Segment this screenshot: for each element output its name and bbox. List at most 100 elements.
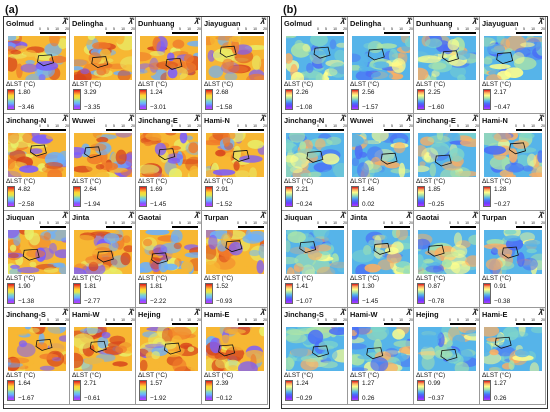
pv-plant-boundary [299,241,317,254]
scale-bar-line [384,129,410,131]
map-patch [231,38,240,55]
map-patch [484,57,493,65]
legend-min-value: −1.07 [296,298,313,305]
legend-max-value: 0.87 [428,283,441,290]
map-patch [520,42,535,48]
scale-tick: 0 [39,318,41,322]
map-patch [302,43,311,52]
map-patch [238,266,258,274]
map-patch [452,334,466,347]
map-frame [206,230,264,274]
legend-title: ΔLST (°C) [482,81,512,88]
legend-title: ΔLST (°C) [138,178,168,185]
map-patch [140,359,148,371]
north-letter: N [541,308,545,312]
scale-bar: 0 5 10 20 [39,124,69,131]
map-patch [54,249,66,259]
legend-title: ΔLST (°C) [284,372,314,379]
map-patch [364,263,381,273]
lst-map [484,36,542,80]
site-name: Jiayuguan [204,19,241,28]
map-frame [206,133,264,177]
lst-map [352,230,410,274]
north-letter: N [475,17,479,21]
map-patch [103,233,120,244]
map-patch [215,357,230,369]
legend-max-value: 1.81 [84,283,97,290]
map-patch [85,255,104,265]
legend-title: ΔLST (°C) [482,275,512,282]
lst-map [140,36,198,80]
scale-tick: 5 [179,124,181,128]
map-patch [167,52,175,62]
scale-tick: 10 [465,318,469,322]
scale-bar: 0 5 10 20 [105,27,135,34]
scale-bar: 0 5 10 20 [317,124,347,131]
legend-max-value: 1.64 [18,380,31,387]
map-frame [418,133,476,177]
map-patch [206,260,221,274]
scale-tick: 5 [457,124,459,128]
map-patch [101,332,111,339]
map-patch [465,255,476,267]
map-patch [491,247,498,255]
map-patch [286,162,293,177]
map-patch [368,63,376,68]
site-name: Gaotai [138,213,161,222]
map-patch [290,71,305,80]
map-patch [289,133,306,143]
scale-tick: 0 [449,124,451,128]
map-patch [391,58,406,73]
map-patch [242,233,264,244]
lst-map [140,230,198,274]
map-patch [249,167,257,177]
lst-map [8,327,66,371]
lst-map [484,133,542,177]
scale-tick: 5 [523,27,525,31]
legend-max-value: 1.69 [150,186,163,193]
scale-tick: 0 [171,318,173,322]
scale-tick: 20 [541,318,545,322]
lst-map [418,36,476,80]
scale-tick: 5 [47,221,49,225]
map-patch [441,251,459,258]
scale-tick: 20 [131,124,135,128]
map-patch [220,233,232,248]
legend-max-value: 1.30 [362,283,375,290]
scale-bar-line [172,129,198,131]
color-ramp [7,380,15,401]
scale-bar: 0 5 10 20 [515,318,545,325]
scale-tick: 10 [333,27,337,31]
map-patch [321,153,340,165]
map-frame [352,36,410,80]
pv-plant-boundary [37,54,55,67]
map-patch [47,168,63,177]
scale-tick: 20 [409,27,413,31]
map-patch [16,342,36,358]
map-patch [447,39,460,51]
legend-title: ΔLST (°C) [416,275,446,282]
map-patch [425,358,441,367]
site-name: Jiayuguan [482,19,519,28]
map-patch [306,62,314,74]
map-patch [109,335,126,345]
map-patch [530,327,542,334]
map-patch [392,328,405,340]
map-patch [9,149,26,162]
map-patch [352,157,360,167]
map-patch [364,140,381,145]
scale-bar-line [40,323,66,325]
lst-map [8,133,66,177]
color-ramp [483,89,491,110]
